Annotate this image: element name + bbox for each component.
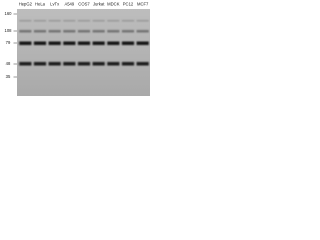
band [92,20,105,22]
band [77,62,91,66]
band [136,62,149,66]
band [121,20,135,22]
labels: HepG2 HeLa LvTx A549 COS7 Jurkat MDCK PC12 MCF7 1… [5,2,150,80]
band [136,20,149,22]
bands [19,20,149,66]
band [107,41,120,45]
band [107,30,120,33]
lane-label: PC12 [123,2,134,7]
lane-label: MDCK [107,2,120,7]
band [121,30,135,33]
lane-label: HepG2 [19,2,33,7]
band [63,41,76,45]
band [77,30,91,33]
band [48,20,61,22]
band [77,41,91,45]
band [33,30,47,33]
marker-label: 35 [6,74,11,79]
lane-label: COS7 [78,2,90,7]
membrane [17,9,150,96]
band [63,30,76,33]
band [33,41,47,45]
band [136,30,149,33]
marker-label: 79 [6,40,11,45]
band [48,62,61,66]
band [107,20,120,22]
marker-label: 160 [5,11,13,16]
lane-label: Jurkat [93,2,105,7]
lane-label: MCF7 [137,2,149,7]
band [92,62,105,66]
lane-label: LvTx [50,2,60,7]
lane-label: HeLa [35,2,46,7]
band [33,62,47,66]
band [92,30,105,33]
lane-label: A549 [64,2,74,7]
band [48,30,61,33]
band [136,41,149,45]
band [19,62,32,66]
band [77,20,91,22]
band [33,20,47,22]
band [48,41,61,45]
band [19,41,32,45]
band [121,41,135,45]
marker-label: 108 [5,28,13,33]
band [19,20,32,22]
marker-label: 48 [6,61,11,66]
band [121,62,135,66]
band [19,30,32,33]
band [92,41,105,45]
western-blot: HepG2 HeLa LvTx A549 COS7 Jurkat MDCK PC12 MCF7 1… [0,0,150,96]
band [63,20,76,22]
band [63,62,76,66]
band [107,62,120,66]
